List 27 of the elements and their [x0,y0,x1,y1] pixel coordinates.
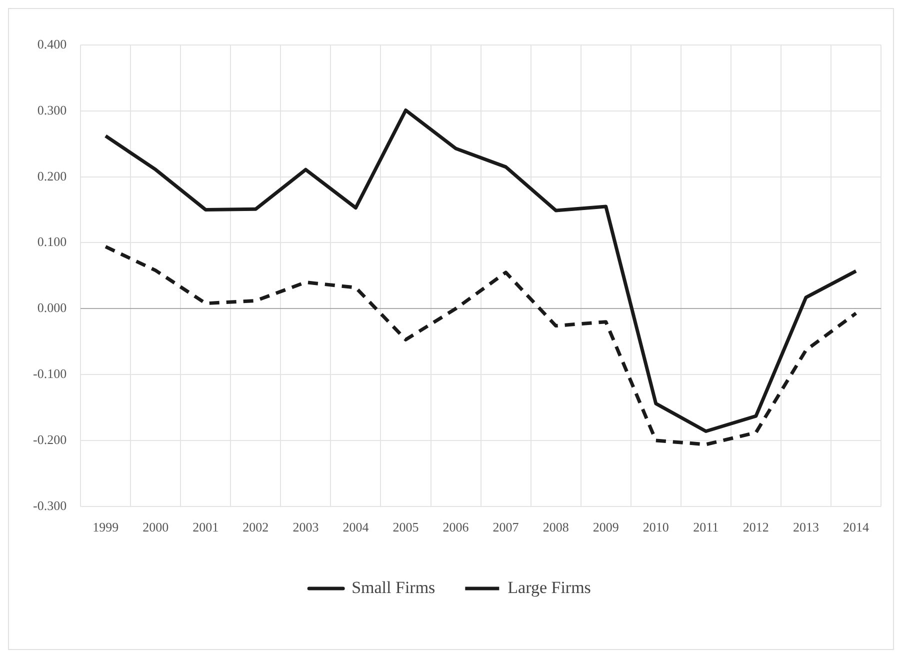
x-tick-label: 2007 [492,520,520,535]
legend-label: Large Firms [508,578,591,597]
x-tick-label: 2006 [442,520,470,535]
x-tick-label: 2005 [392,520,419,535]
y-tick-label: -0.300 [32,498,67,513]
x-tick-label: 2009 [592,520,619,535]
x-tick-label: 2004 [342,520,370,535]
y-tick-label: 0.000 [37,300,67,316]
x-tick-label: 2010 [642,520,669,535]
legend-label: Small Firms [352,578,436,597]
x-tick-label: 2013 [792,520,819,535]
y-tick-label: 0.300 [37,102,67,118]
x-tick-label: 2011 [693,520,719,535]
y-tick-label: -0.200 [32,432,67,447]
x-tick-label: 2003 [292,520,319,535]
x-tick-label: 2012 [742,520,769,535]
y-tick-label: 0.400 [37,36,67,52]
y-tick-label: 0.200 [37,168,67,184]
y-tick-label: -0.100 [32,366,67,381]
x-tick-label: 2014 [842,520,870,535]
line-series [104,244,858,446]
x-tick-label: 2002 [242,520,269,535]
x-tick-label: 2000 [142,520,169,535]
x-tick-label: 2001 [192,520,219,535]
x-tick-label: 2008 [542,520,569,535]
x-tick-label: 1999 [92,520,119,535]
y-tick-label: 0.100 [37,234,67,250]
